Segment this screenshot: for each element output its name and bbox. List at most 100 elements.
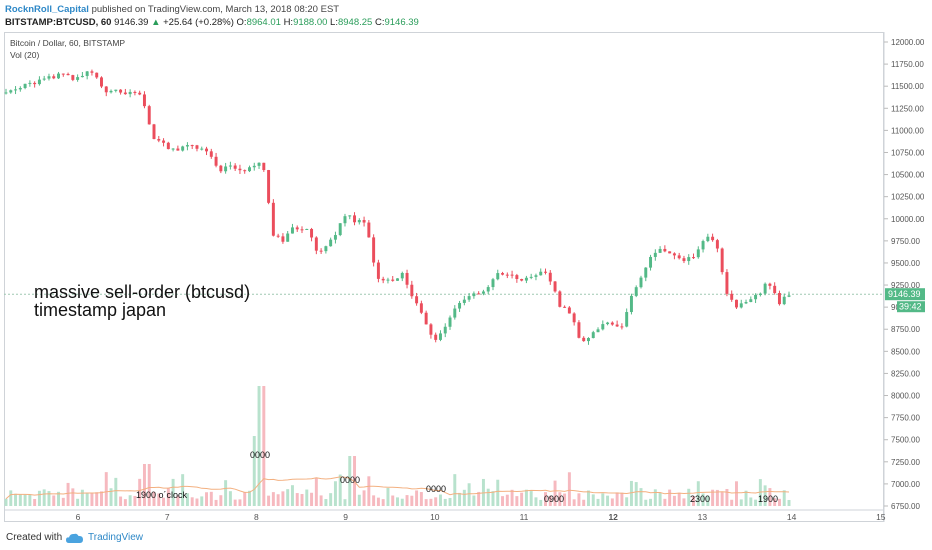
volume-bar	[305, 489, 309, 506]
volume-bar	[567, 472, 571, 506]
annotation-1900: 1900	[758, 494, 778, 504]
volume-bar	[166, 488, 170, 506]
price-axis[interactable]: 12000.00 11750.00 11500.00 11250.00 11000.00…	[884, 38, 925, 511]
volume-bar	[763, 485, 767, 506]
candle-body	[577, 322, 581, 338]
footer: Created with TradingView	[0, 528, 932, 550]
volume-bars	[4, 386, 791, 506]
candle-body	[252, 165, 256, 168]
volume-bar	[644, 499, 648, 506]
candle-body	[42, 78, 46, 80]
volume-bar	[109, 488, 113, 506]
time-axis[interactable]: 6 7 8 9 10 11 12 13 14 15	[76, 512, 886, 522]
volume-indicator-label[interactable]: Vol (20)	[10, 50, 39, 60]
volume-bar	[744, 490, 748, 506]
candle-body	[338, 223, 342, 236]
candle-body	[37, 79, 41, 85]
volume-bar	[381, 499, 385, 506]
volume-bar	[95, 492, 99, 506]
volume-bar	[649, 498, 653, 506]
candle-body	[152, 124, 156, 140]
volume-bar	[510, 489, 514, 506]
volume-bar	[438, 494, 442, 506]
volume-bar	[739, 499, 743, 506]
candle-body	[558, 291, 562, 307]
tradingview-brand-link[interactable]: TradingView	[88, 532, 144, 543]
price-tick-label: 8000.00	[891, 392, 920, 401]
candle-body	[147, 106, 151, 125]
candle-body	[114, 89, 118, 91]
volume-bar	[396, 497, 399, 506]
volume-bar	[563, 493, 567, 506]
price-tick-label: 11000.00	[891, 126, 924, 135]
volume-bar	[634, 482, 638, 506]
volume-bar	[730, 499, 734, 506]
candle-body	[348, 215, 352, 217]
candle-body	[754, 294, 758, 300]
candle-body	[286, 233, 290, 242]
candle-body	[14, 89, 18, 91]
volume-bar	[343, 499, 347, 506]
candle-body	[195, 145, 199, 149]
time-tick-label: 13	[698, 512, 708, 522]
candle-body	[4, 92, 8, 94]
candle-body	[324, 246, 328, 252]
price-tick-label: 7250.00	[891, 458, 920, 467]
volume-bar	[668, 489, 672, 506]
tradingview-cloud-icon[interactable]	[66, 533, 84, 544]
candle-body	[405, 272, 409, 285]
volume-bar	[33, 498, 37, 506]
volume-bar	[157, 493, 161, 506]
candle-body	[185, 145, 189, 147]
candle-body	[133, 91, 137, 93]
countdown-label: 39:42	[899, 302, 922, 312]
candle-body	[28, 82, 32, 84]
volume-bar	[706, 495, 710, 506]
candle-body	[448, 317, 452, 327]
candle-body	[391, 279, 395, 281]
volume-bar	[243, 492, 247, 506]
candle-body	[200, 148, 204, 150]
price-tick-label: 11250.00	[891, 104, 924, 113]
candle-body	[66, 73, 70, 76]
candle-body	[687, 257, 691, 262]
volume-bar	[147, 464, 151, 506]
volume-bar	[276, 494, 280, 506]
volume-bar	[367, 476, 371, 506]
volume-bar	[214, 499, 218, 506]
candle-body	[396, 278, 399, 281]
candle-body	[281, 236, 285, 242]
volume-bar	[692, 496, 695, 506]
volume-bar	[682, 498, 686, 506]
candle-body	[319, 250, 323, 252]
volume-bar	[57, 491, 60, 506]
volume-bar	[601, 493, 605, 506]
volume-bar	[687, 488, 691, 506]
volume-bar	[443, 498, 447, 506]
volume-bar	[534, 497, 538, 506]
volume-bar	[100, 491, 103, 506]
change-value: +25.64 (+0.28%)	[163, 17, 234, 28]
volume-bar	[138, 478, 142, 506]
price-tick-label: 10000.00	[891, 215, 925, 224]
candle-body	[782, 296, 786, 305]
annotation-headline: massive sell-order (btcusd)	[34, 282, 250, 302]
candle-body	[209, 151, 213, 157]
author-link[interactable]: RocknRoll_Capital	[5, 4, 89, 15]
volume-bar	[185, 493, 189, 506]
volume-bar	[758, 479, 762, 506]
volume-bar	[324, 499, 328, 506]
candle-body	[739, 303, 743, 308]
candle-body	[104, 86, 108, 93]
candle-body	[773, 285, 777, 294]
volume-bar	[348, 456, 352, 506]
volume-bar	[658, 492, 662, 506]
candle-body	[57, 73, 60, 79]
time-tick-label: 12	[608, 512, 618, 522]
volume-bar	[429, 498, 433, 506]
price-tick-label: 7500.00	[891, 436, 920, 445]
volume-bar	[577, 493, 581, 506]
price-tick-label: 11500.00	[891, 82, 924, 91]
volume-bar	[773, 498, 777, 506]
